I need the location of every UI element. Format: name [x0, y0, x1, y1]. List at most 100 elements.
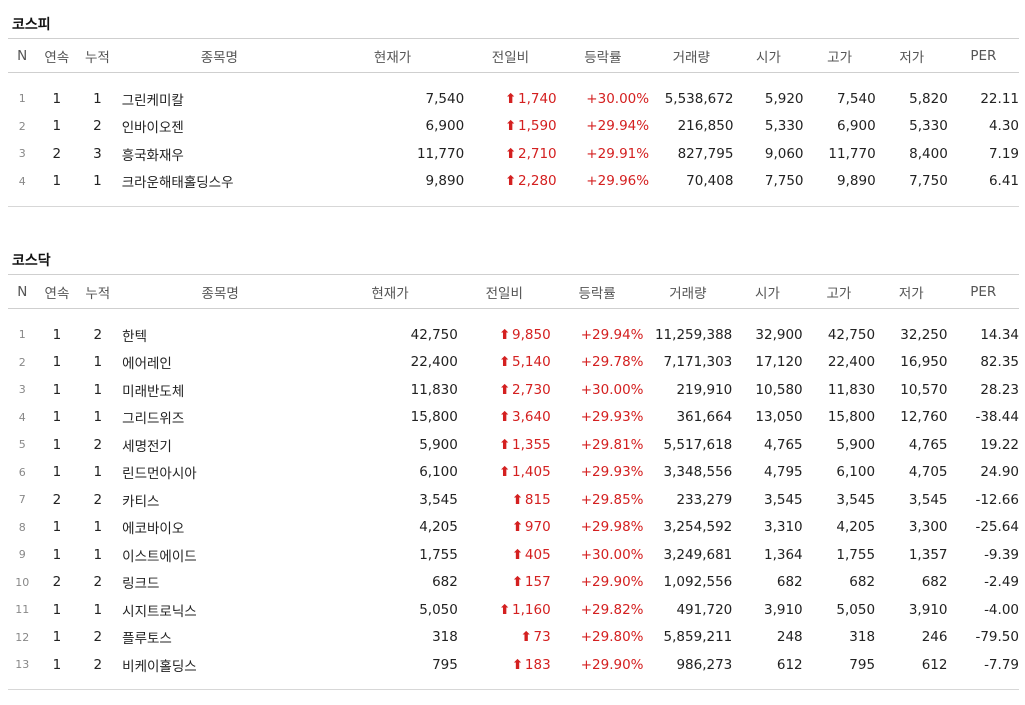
up-arrow-icon: ⬆ [511, 491, 524, 508]
row-number: 10 [15, 575, 30, 589]
trade-volume: 5,538,672 [664, 90, 734, 107]
stock-name[interactable]: 크라운해태홀딩스우 [121, 175, 234, 192]
row-number: 12 [15, 630, 30, 644]
up-arrow-icon: ⬆ [504, 118, 517, 135]
per-value: -38.44 [975, 409, 1019, 426]
trade-volume: 986,273 [676, 656, 733, 673]
stock-name[interactable]: 세명전기 [122, 438, 172, 455]
table-row: 3 1 1 미래반도체 11,830 ⬆ 2,730 +30.00% 219,910 10,580… [8, 376, 1019, 404]
cumulative-count: 2 [93, 436, 103, 453]
row-number: 9 [18, 548, 26, 562]
row-number: 7 [18, 493, 26, 507]
current-price: 7,540 [425, 90, 465, 107]
low-price: 3,910 [908, 601, 948, 618]
stock-name[interactable]: 린드먼아시아 [122, 466, 197, 483]
high-price: 11,830 [827, 381, 876, 398]
stock-name[interactable]: 인바이오젠 [121, 120, 184, 137]
stock-name[interactable]: 흥국화재우 [121, 147, 184, 164]
change-rate: +29.90% [580, 574, 644, 591]
stock-name[interactable]: 미래반도체 [122, 383, 185, 400]
open-price: 32,900 [755, 326, 803, 343]
open-price: 17,120 [755, 354, 803, 371]
table-row: 8 1 1 에코바이오 4,205 ⬆ 970 +29.98% 3,254,592 3,310 4,… [8, 514, 1019, 542]
high-price: 7,540 [837, 90, 876, 107]
row-number: 2 [18, 119, 26, 133]
high-price: 5,050 [836, 601, 876, 618]
stock-name[interactable]: 그린케미칼 [121, 92, 184, 109]
stock-name[interactable]: 링크드 [122, 576, 160, 593]
table-bottom-border [8, 206, 1019, 207]
cumulative-count: 2 [93, 118, 102, 135]
column-header: N [17, 283, 28, 300]
up-arrow-icon: ⬆ [499, 354, 511, 371]
open-price: 13,050 [755, 409, 803, 426]
price-change-value: 1,355 [512, 436, 551, 453]
stock-name[interactable]: 에어레인 [122, 356, 172, 373]
column-header: 전일비 [491, 49, 530, 66]
column-header: 등락률 [578, 285, 616, 302]
change-rate: +29.93% [580, 464, 644, 481]
high-price: 9,890 [837, 173, 876, 190]
price-change-value: 2,710 [517, 145, 557, 162]
table-row: 2 1 2 인바이오젠 6,900 ⬆ 1,590 +29.94% 216,850 5,330 6,… [8, 113, 1019, 141]
cumulative-count: 1 [93, 546, 103, 563]
streak-count: 1 [52, 656, 62, 673]
price-change: ⬆ 1,590 [464, 113, 557, 141]
stock-name[interactable]: 플루토스 [122, 631, 172, 648]
stock-name[interactable]: 그리드위즈 [122, 411, 185, 428]
cumulative-count: 1 [93, 464, 103, 481]
current-price: 318 [432, 629, 458, 646]
price-change-value: 405 [524, 546, 551, 563]
change-rate: +29.93% [580, 409, 644, 426]
open-price: 7,750 [764, 173, 804, 190]
column-header: 고가 [827, 49, 853, 66]
cumulative-count: 3 [93, 145, 102, 162]
row-number: 4 [18, 410, 26, 424]
price-change: ⬆ 2,280 [464, 168, 557, 196]
price-change: ⬆ 1,740 [464, 85, 557, 113]
streak-count: 1 [52, 464, 62, 481]
open-price: 3,310 [764, 519, 803, 536]
price-change-value: 9,850 [512, 326, 551, 343]
trade-volume: 1,092,556 [663, 574, 733, 591]
low-price: 3,545 [908, 491, 948, 508]
up-arrow-icon: ⬆ [499, 436, 511, 453]
per-value: 4.30 [988, 118, 1019, 135]
trade-volume: 216,850 [677, 118, 734, 135]
up-arrow-icon: ⬆ [511, 519, 524, 536]
streak-count: 1 [52, 354, 62, 371]
current-price: 1,755 [419, 546, 458, 563]
stock-name[interactable]: 한텍 [122, 328, 147, 345]
stock-name[interactable]: 카티스 [122, 493, 160, 510]
up-arrow-icon: ⬆ [511, 656, 524, 673]
per-value: 82.35 [980, 354, 1019, 371]
change-rate: +29.78% [580, 354, 644, 371]
price-change-value: 2,280 [517, 173, 557, 190]
current-price: 22,400 [410, 354, 458, 371]
price-change: ⬆ 1,405 [458, 459, 551, 487]
open-price: 10,580 [755, 381, 803, 398]
current-price: 5,050 [419, 601, 458, 618]
stock-name[interactable]: 에코바이오 [122, 521, 185, 538]
trade-volume: 7,171,303 [663, 354, 733, 371]
high-price: 6,900 [837, 118, 876, 135]
stock-name[interactable]: 시지트로닉스 [122, 603, 197, 620]
per-value: -79.50 [975, 629, 1019, 646]
low-price: 10,570 [900, 381, 948, 398]
trade-volume: 3,254,592 [663, 519, 733, 536]
per-value: -2.49 [984, 574, 1019, 591]
price-change: ⬆ 2,710 [464, 140, 557, 168]
open-price: 1,364 [764, 546, 803, 563]
current-price: 11,770 [416, 145, 465, 162]
column-header: 저가 [898, 285, 924, 302]
price-change-value: 73 [533, 629, 551, 646]
per-value: -7.79 [984, 656, 1019, 673]
column-header: N [17, 47, 28, 64]
cumulative-count: 2 [93, 491, 103, 508]
per-value: 7.19 [988, 145, 1019, 162]
stock-name[interactable]: 이스트에이드 [122, 548, 197, 565]
trade-volume: 11,259,388 [654, 326, 733, 343]
price-change: ⬆ 73 [458, 624, 551, 652]
stock-name[interactable]: 비케이홀딩스 [122, 658, 197, 675]
high-price: 4,205 [836, 519, 876, 536]
